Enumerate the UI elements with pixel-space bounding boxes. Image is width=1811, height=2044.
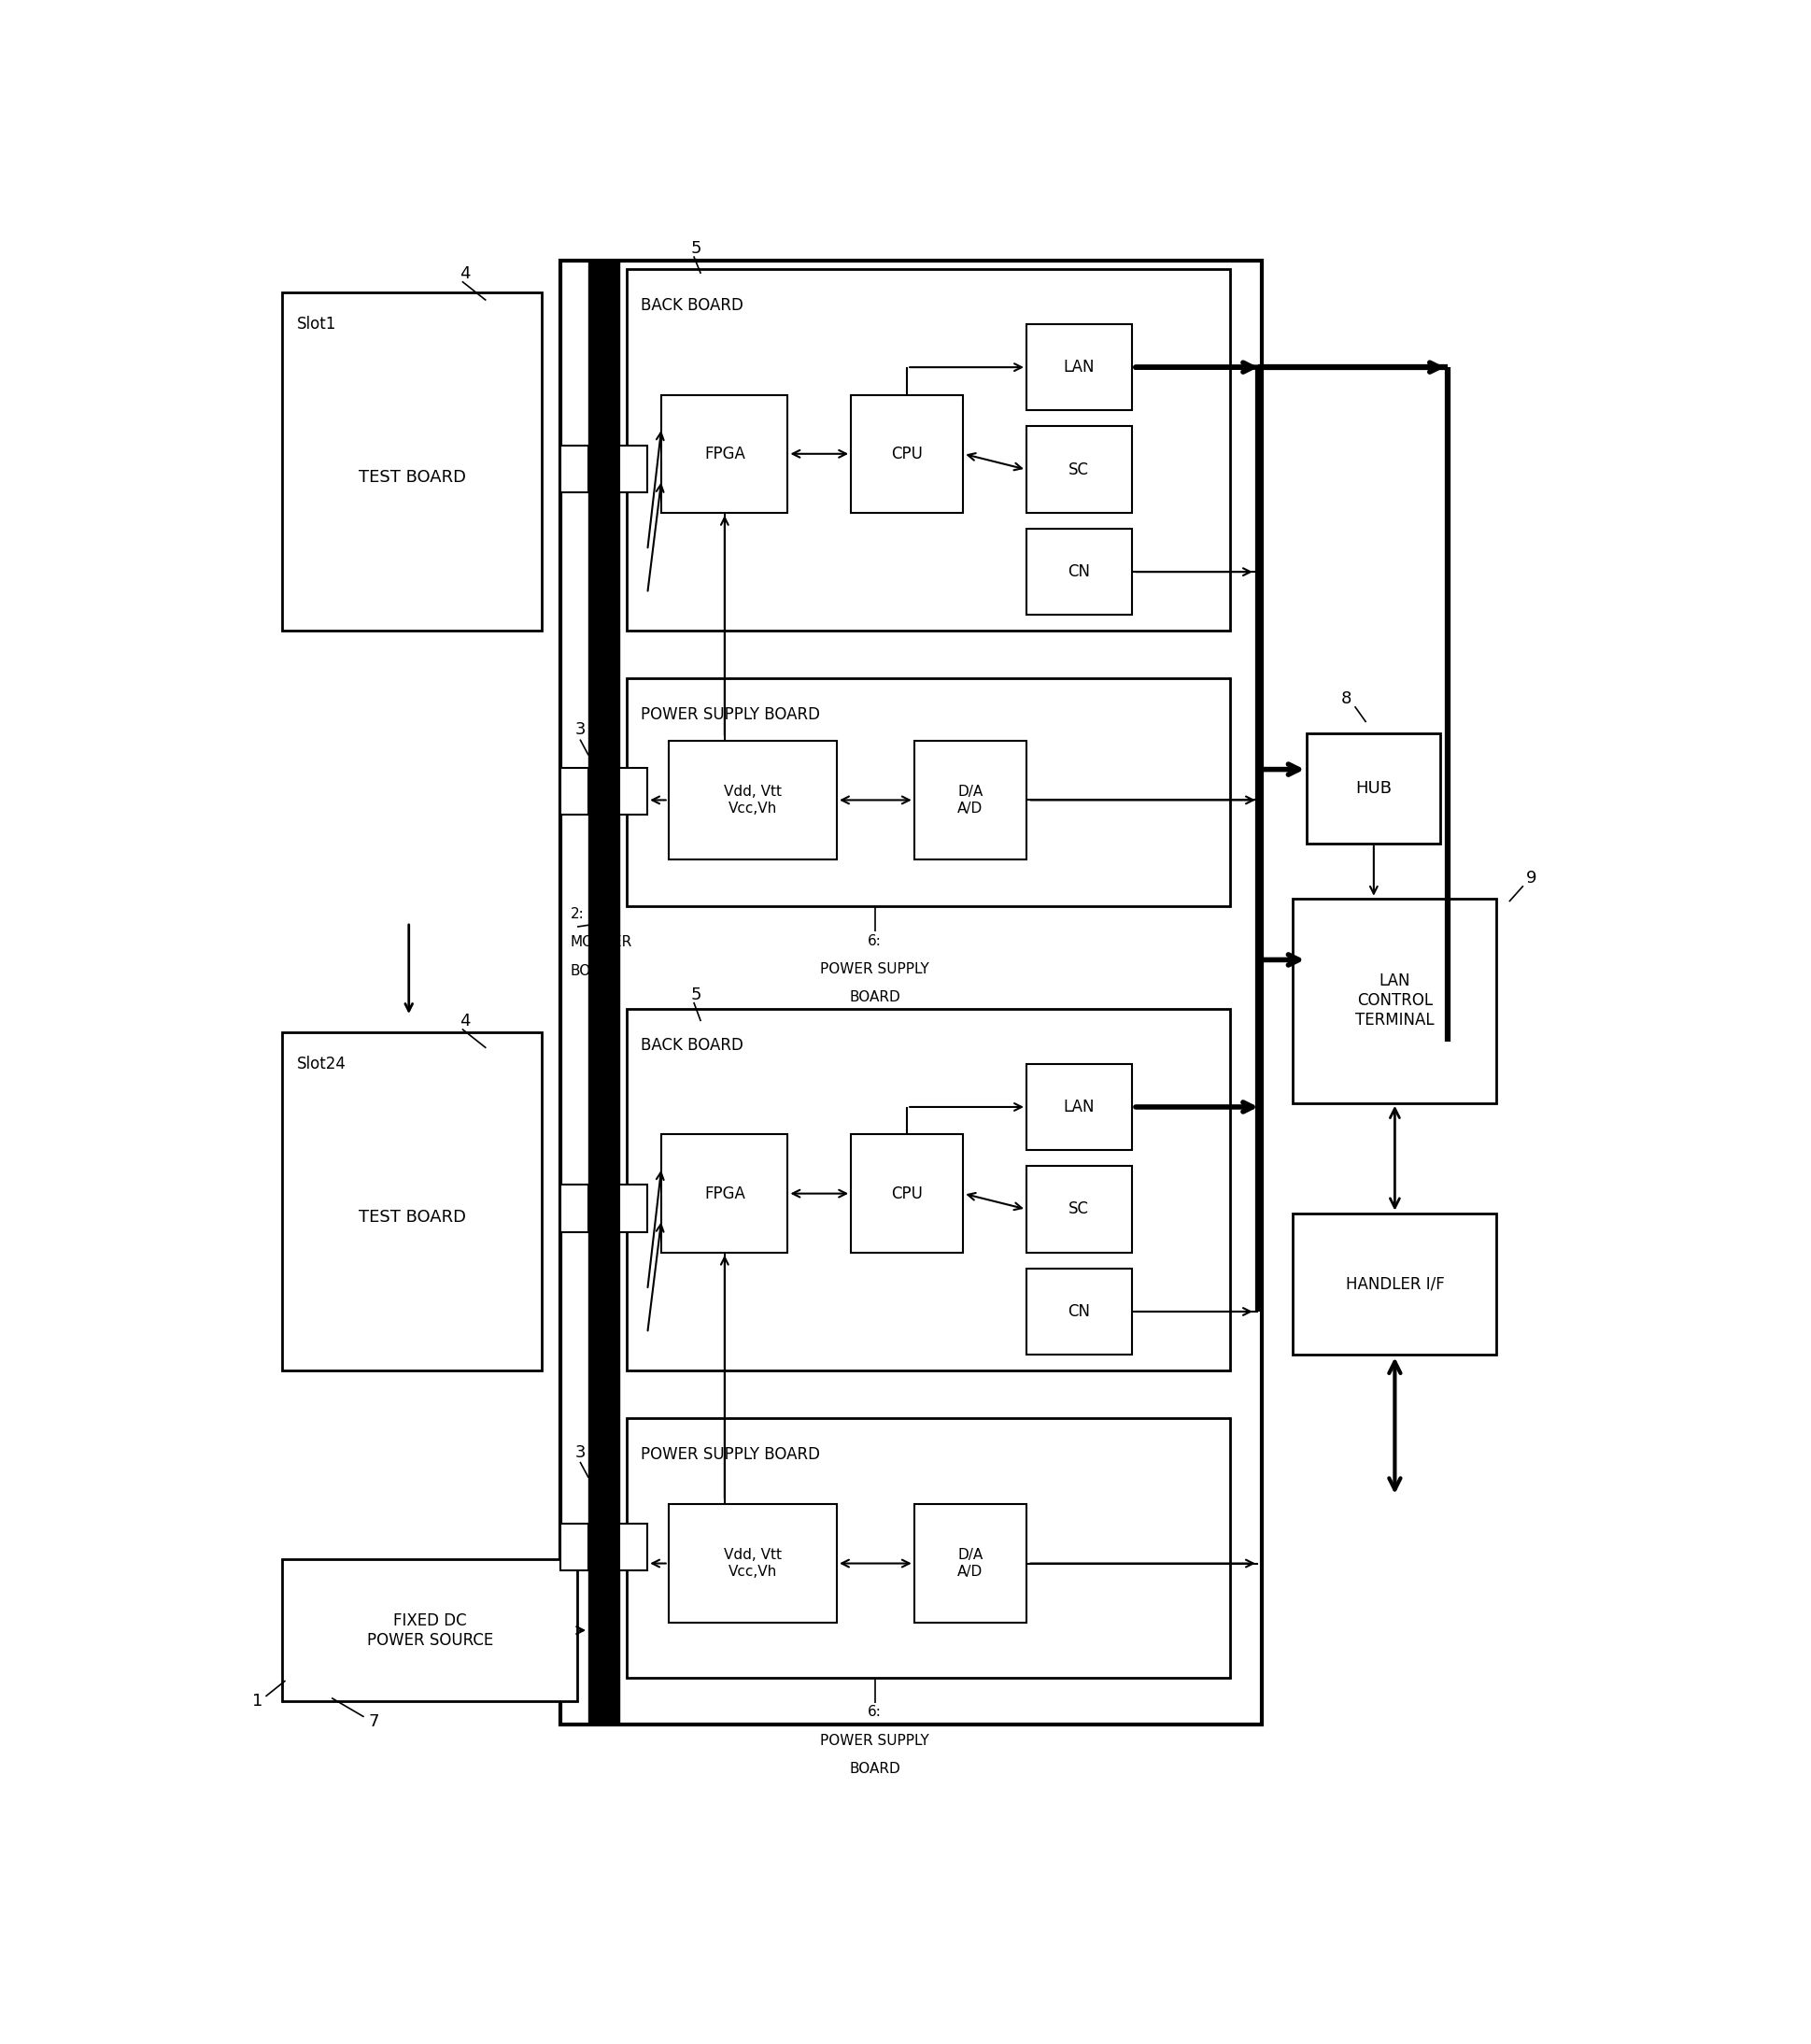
Text: 5: 5 (692, 239, 703, 258)
Bar (851, 394, 963, 513)
Text: CN: CN (1068, 564, 1090, 580)
Text: MOTHER: MOTHER (570, 936, 632, 950)
Bar (1027, 529, 1132, 615)
Bar (560, 1186, 589, 1233)
Bar (589, 262, 619, 1725)
Text: LAN: LAN (1063, 1098, 1094, 1116)
Bar (668, 742, 837, 858)
Bar (627, 270, 1230, 632)
Bar (560, 446, 589, 493)
Text: 6:: 6: (867, 934, 882, 948)
Text: BACK BOARD: BACK BOARD (641, 296, 743, 315)
Text: 7: 7 (368, 1713, 378, 1729)
Text: 9: 9 (1527, 869, 1538, 887)
Text: LAN
CONTROL
TERMINAL: LAN CONTROL TERMINAL (1355, 973, 1434, 1028)
Bar (627, 1008, 1230, 1372)
Bar (627, 679, 1230, 905)
Bar (915, 1504, 1027, 1623)
Text: CN: CN (1068, 1304, 1090, 1320)
Text: 6:: 6: (867, 1705, 882, 1719)
Bar (1027, 427, 1132, 513)
Text: BOARD: BOARD (849, 1762, 900, 1776)
Bar (560, 1523, 589, 1570)
Text: Slot24: Slot24 (297, 1057, 346, 1073)
Text: TEST BOARD: TEST BOARD (359, 468, 465, 486)
Text: HANDLER I/F: HANDLER I/F (1346, 1275, 1443, 1292)
Bar (1027, 1165, 1132, 1253)
Bar (619, 1523, 648, 1570)
Text: SC: SC (1068, 462, 1088, 478)
Text: Vdd, Vtt
Vcc,Vh: Vdd, Vtt Vcc,Vh (724, 785, 782, 816)
Text: D/A
A/D: D/A A/D (958, 1547, 983, 1578)
Text: 2:: 2: (570, 908, 583, 922)
Text: 8: 8 (1342, 691, 1351, 707)
Bar (560, 262, 1262, 1725)
Bar (661, 394, 788, 513)
Text: CPU: CPU (891, 1186, 924, 1202)
Text: FIXED DC
POWER SOURCE: FIXED DC POWER SOURCE (366, 1613, 493, 1647)
Text: 3: 3 (574, 722, 585, 738)
Text: Slot1: Slot1 (297, 317, 337, 333)
Text: 3: 3 (574, 1443, 585, 1461)
Text: POWER SUPPLY: POWER SUPPLY (820, 963, 929, 977)
Bar (1027, 1063, 1132, 1151)
Text: SC: SC (1068, 1202, 1088, 1218)
Bar (1293, 899, 1496, 1104)
Bar (915, 742, 1027, 858)
Bar (627, 1419, 1230, 1678)
Text: HUB: HUB (1356, 781, 1393, 797)
Text: FPGA: FPGA (704, 1186, 744, 1202)
Text: BACK BOARD: BACK BOARD (641, 1036, 743, 1055)
Text: FPGA: FPGA (704, 446, 744, 462)
Text: POWER SUPPLY BOARD: POWER SUPPLY BOARD (641, 707, 820, 724)
Bar (283, 292, 541, 632)
Text: BOARD: BOARD (849, 991, 900, 1004)
Bar (661, 1134, 788, 1253)
Bar (851, 1134, 963, 1253)
Bar (560, 769, 589, 816)
Bar (1293, 1214, 1496, 1355)
Bar (619, 446, 648, 493)
Text: POWER SUPPLY: POWER SUPPLY (820, 1733, 929, 1748)
Text: CPU: CPU (891, 446, 924, 462)
Bar (283, 1560, 578, 1701)
Bar (619, 1186, 648, 1233)
Bar (283, 1032, 541, 1372)
Bar (1308, 734, 1440, 844)
Bar (1027, 323, 1132, 411)
Text: 1: 1 (252, 1692, 263, 1709)
Bar (1027, 1267, 1132, 1355)
Text: D/A
A/D: D/A A/D (958, 785, 983, 816)
Text: LAN: LAN (1063, 360, 1094, 376)
Text: BOARD: BOARD (570, 965, 621, 977)
Text: Vdd, Vtt
Vcc,Vh: Vdd, Vtt Vcc,Vh (724, 1547, 782, 1578)
Text: TEST BOARD: TEST BOARD (359, 1208, 465, 1226)
Text: 4: 4 (460, 1012, 471, 1030)
Bar (668, 1504, 837, 1623)
Text: POWER SUPPLY BOARD: POWER SUPPLY BOARD (641, 1447, 820, 1464)
Text: 5: 5 (692, 985, 703, 1004)
Bar (619, 769, 648, 816)
Text: 4: 4 (460, 266, 471, 282)
